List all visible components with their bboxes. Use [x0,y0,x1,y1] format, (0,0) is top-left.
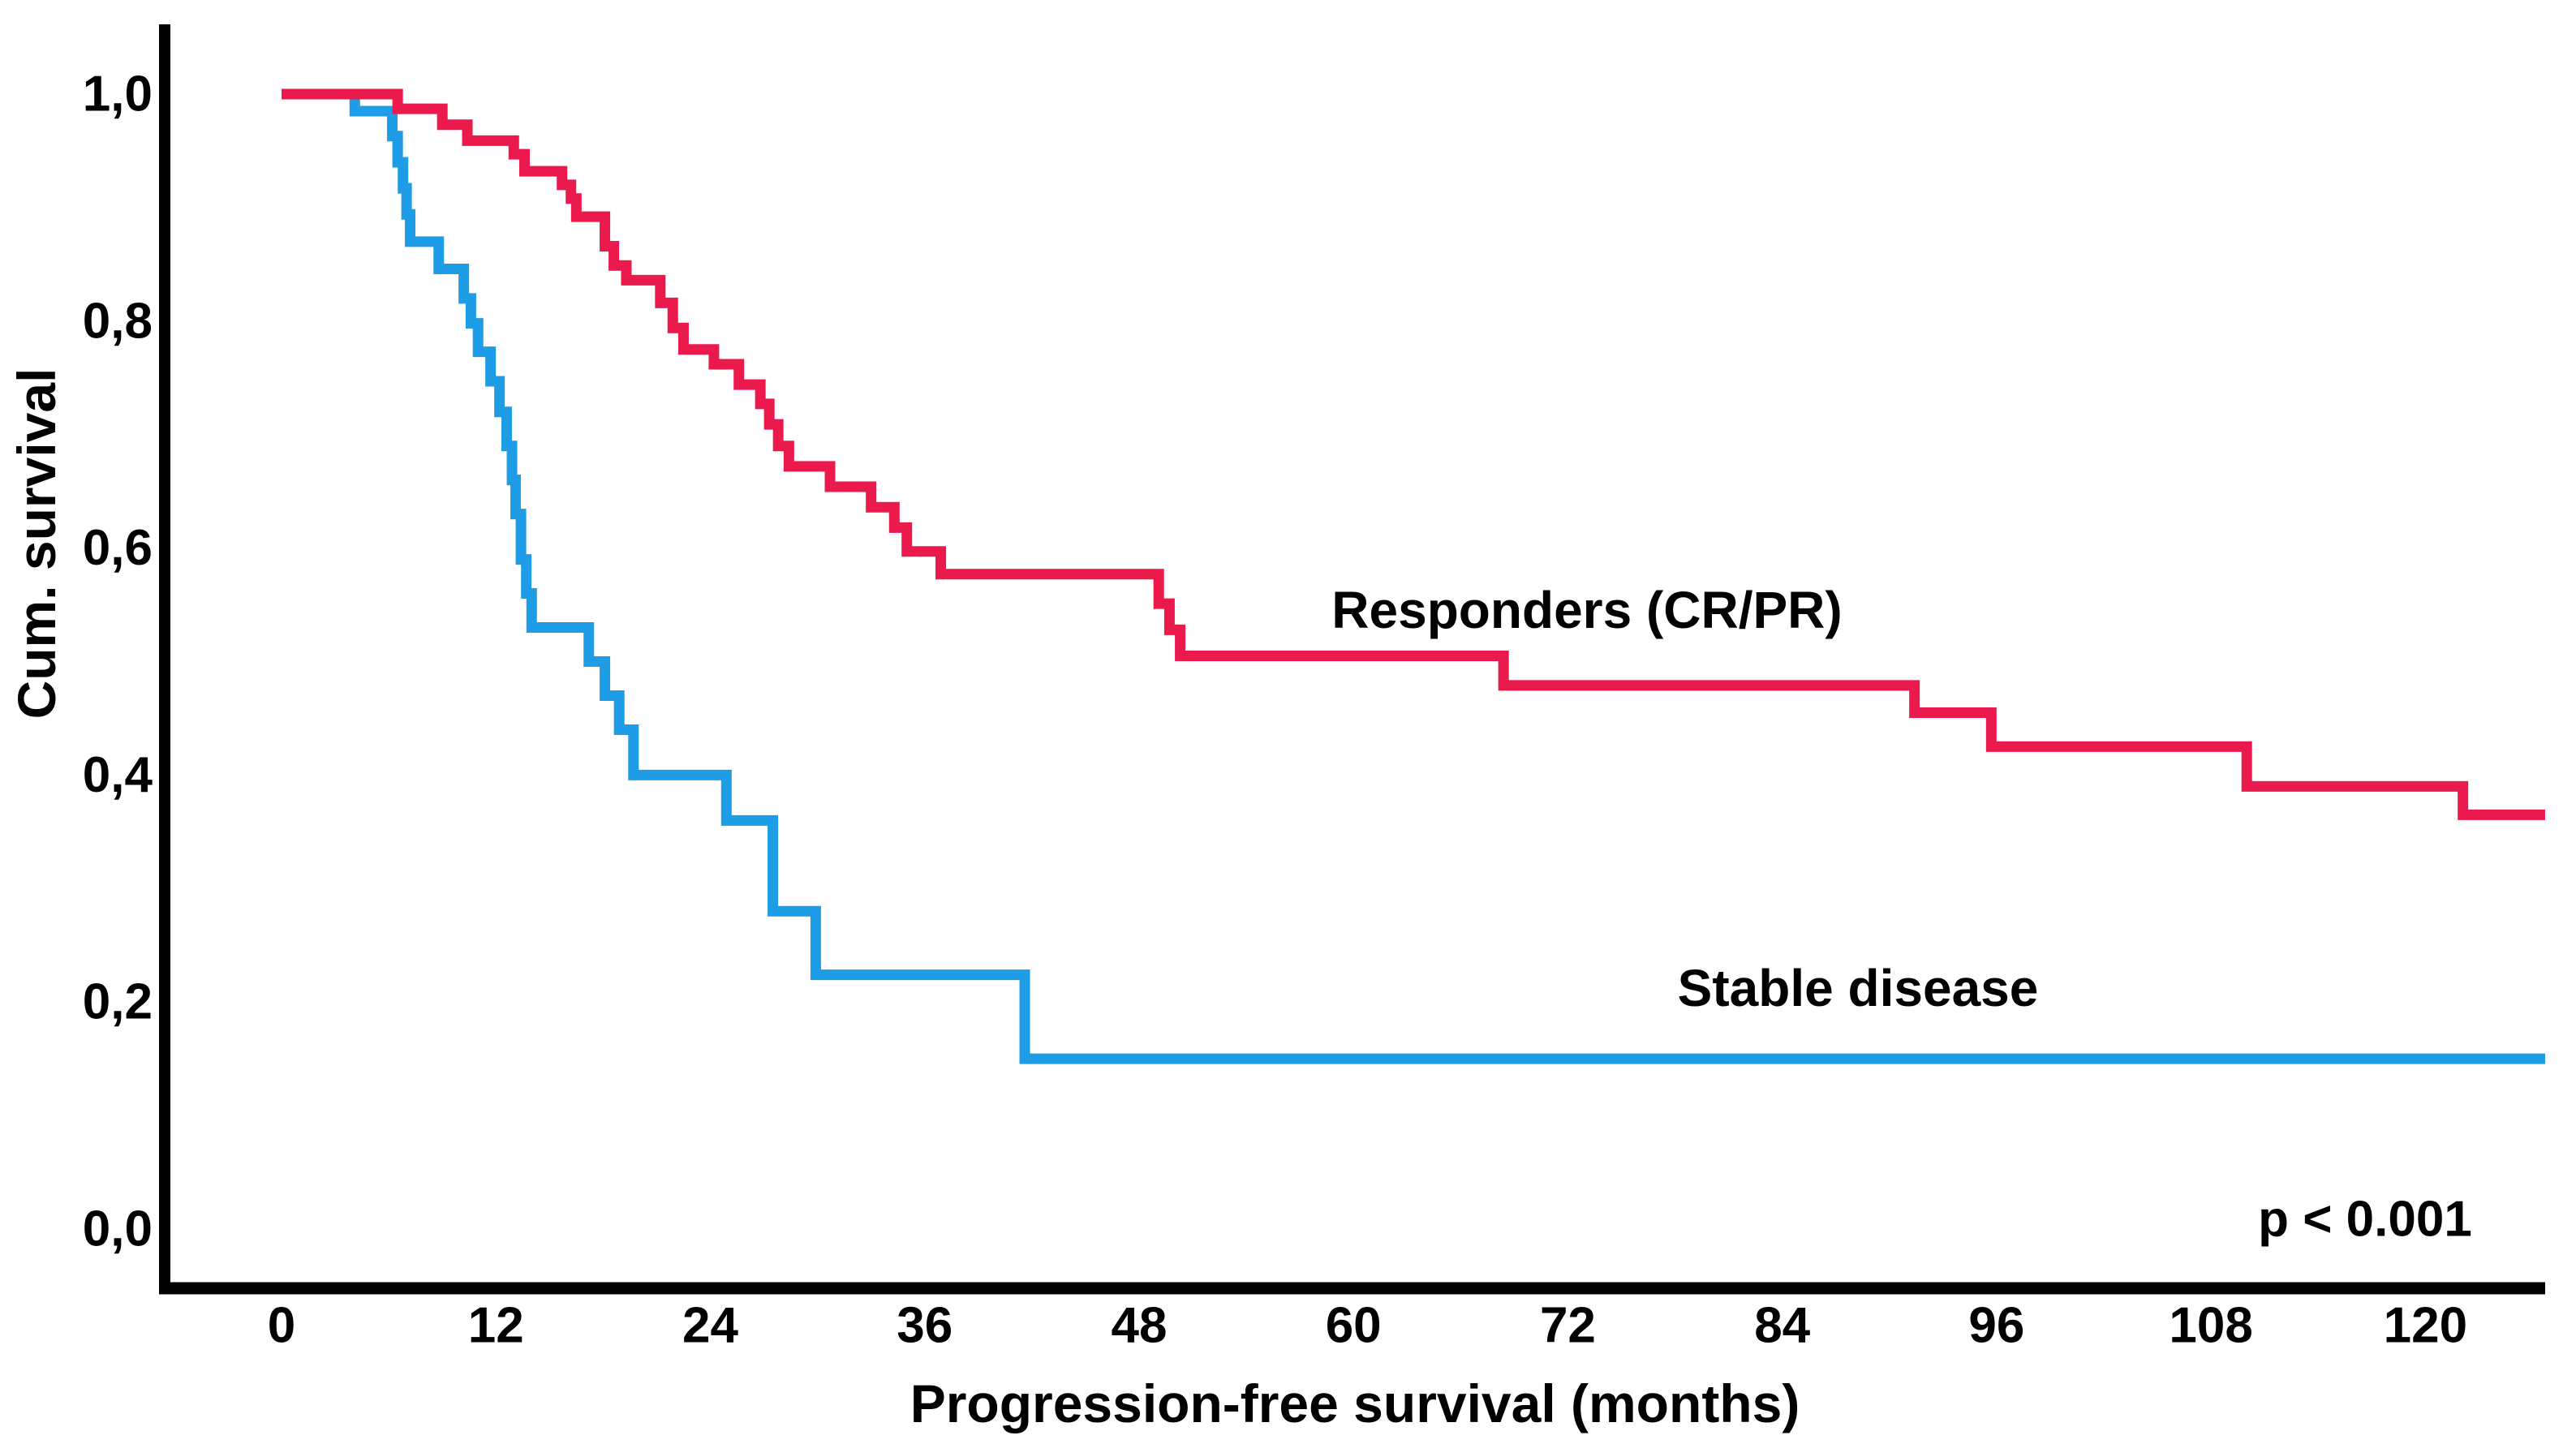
x-tick-label: 120 [2384,1298,2467,1354]
y-tick-label: 0,6 [83,520,153,576]
x-tick-label: 96 [1968,1298,2024,1354]
x-tick-label: 72 [1540,1298,1596,1354]
y-axis-tick-labels: 1,0 0,8 0,6 0,4 0,2 0,0 [83,67,153,1257]
x-axis-title: Progression-free survival (months) [910,1373,1800,1433]
responders-curve [282,88,2545,820]
x-tick-label: 36 [897,1298,953,1354]
x-tick-label: 60 [1326,1298,1382,1354]
x-tick-label: 12 [468,1298,524,1354]
y-axis-title: Cum. survival [6,368,67,720]
x-tick-label: 48 [1111,1298,1167,1354]
y-tick-label: 0,0 [83,1201,153,1257]
y-tick-label: 0,8 [83,293,153,349]
x-tick-label: 0 [268,1298,295,1354]
x-tick-label: 24 [682,1298,738,1354]
y-tick-label: 0,2 [83,974,153,1030]
y-tick-label: 0,4 [83,747,153,803]
stable-disease-label: Stable disease [1678,959,2039,1017]
responders-label: Responders (CR/PR) [1331,581,1842,639]
p-value-label: p < 0.001 [2258,1192,2472,1248]
y-tick-label: 1,0 [83,67,153,122]
x-tick-label: 84 [1754,1298,1810,1354]
x-tick-label: 108 [2169,1298,2252,1354]
x-axis-tick-labels: 0 12 24 36 48 60 72 84 96 108 120 [268,1298,2467,1354]
stable-disease-curve [282,88,2545,1064]
